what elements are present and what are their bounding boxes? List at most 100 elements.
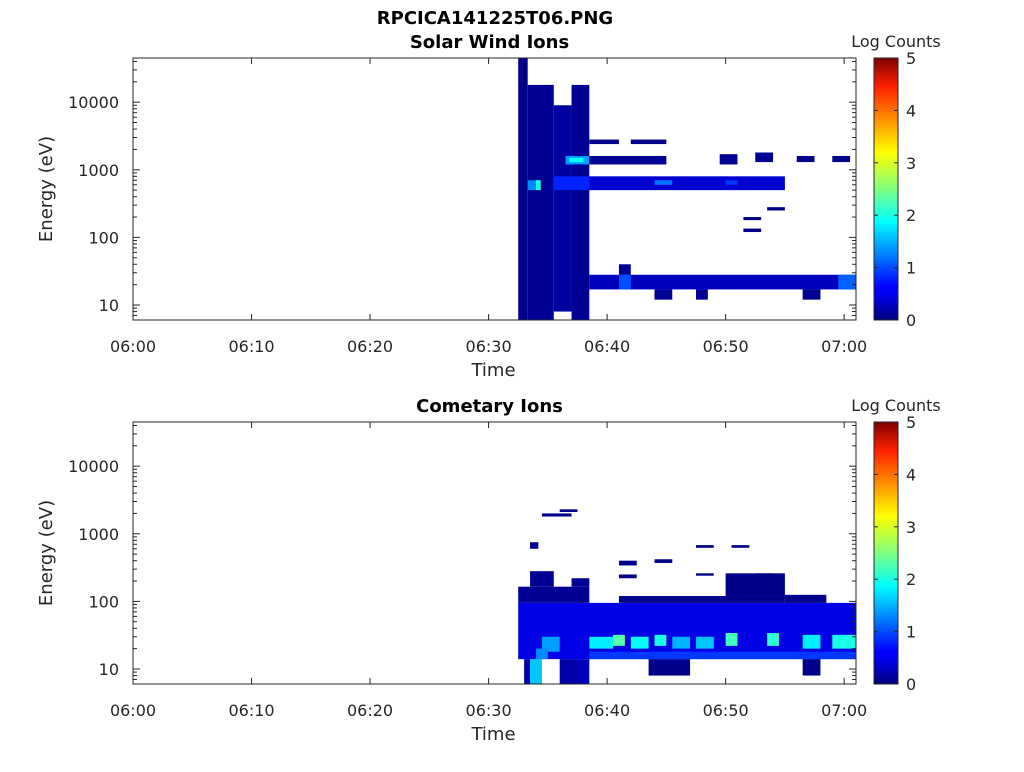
heatmap-cell-bright: [589, 636, 614, 649]
heatmap-cell-bright: [725, 180, 738, 185]
x-tick-label: 06:00: [110, 701, 156, 720]
heatmap-cell: [784, 594, 827, 603]
heatmap-cell-bright: [589, 651, 856, 660]
heatmap-cell: [695, 573, 714, 576]
heatmap-cell-bright: [535, 648, 548, 660]
heatmap-cell: [630, 139, 667, 145]
colorbar-tick-label: 0: [906, 675, 916, 694]
x-tick-label: 07:00: [821, 701, 867, 720]
x-tick-label: 06:50: [703, 701, 749, 720]
x-tick-label: 06:50: [703, 337, 749, 356]
heatmap-cell-bright: [838, 274, 856, 290]
figure-title: RPCICA141225T06.PNG: [377, 8, 613, 29]
y-tick-label: 100: [88, 592, 119, 611]
heatmap-cell: [743, 228, 762, 233]
x-axis-label: Time: [470, 724, 515, 745]
x-tick-label: 06:20: [347, 337, 393, 356]
x-tick-label: 06:40: [584, 337, 630, 356]
x-tick-label: 06:30: [466, 337, 512, 356]
y-tick-label: 1000: [78, 525, 119, 544]
heatmap-cell-bright: [541, 636, 560, 652]
heatmap-cell-bright: [569, 157, 584, 163]
heatmap-cell-bright: [672, 636, 691, 649]
heatmap-cell: [553, 176, 590, 191]
heatmap-cell-bright: [767, 633, 779, 646]
spectrogram-panel-2: Cometary Ions 06:00 06:10 06:20 06:30 06:40 06…: [36, 396, 941, 745]
colorbar-tick-label: 1: [906, 259, 916, 278]
heatmap-cell: [530, 659, 542, 684]
colorbar: [873, 421, 899, 685]
heatmap-cell-bright: [654, 634, 667, 646]
y-tick-label: 10: [99, 660, 119, 679]
heatmap-cell: [767, 207, 785, 211]
heatmap-cell-bright: [535, 180, 541, 191]
heatmap-cell: [654, 559, 673, 563]
axes-frame: [132, 57, 857, 321]
colorbar-tick-label: 3: [906, 518, 916, 537]
heatmap-cell: [802, 289, 821, 300]
heatmap-cell: [743, 217, 762, 221]
y-tick-label: 100: [88, 228, 119, 247]
heatmap-cell: [559, 659, 578, 684]
heatmap-cell: [527, 180, 539, 191]
colorbar-label: Log Counts: [851, 32, 941, 51]
heatmap-cell-bright: [725, 633, 738, 646]
x-tick-label: 06:00: [110, 337, 156, 356]
heatmap-cell: [530, 571, 554, 587]
heatmap-cell-bright: [630, 636, 649, 649]
colorbar-tick-label: 2: [906, 206, 916, 225]
heatmap-cell: [589, 139, 619, 145]
heatmap-cell: [618, 596, 785, 603]
heatmap-cell-bright: [695, 636, 714, 649]
heatmap-cell: [719, 154, 738, 165]
heatmap-cell: [755, 152, 774, 163]
heatmap-cell: [618, 560, 637, 566]
x-tick-label: 06:10: [228, 337, 274, 356]
heatmap-cell: [541, 513, 572, 517]
heatmap-cell: [577, 659, 590, 684]
axes-frame: [132, 421, 857, 685]
colorbar-label: Log Counts: [851, 396, 941, 415]
x-tick-label: 06:20: [347, 701, 393, 720]
colorbar-tick-label: 4: [906, 101, 916, 120]
heatmap-cell: [518, 58, 528, 320]
heatmap-cell: [796, 155, 815, 163]
x-tick-label: 06:30: [466, 701, 512, 720]
heatmap-cell: [527, 84, 554, 320]
heatmap-cell: [618, 264, 631, 275]
heatmap-cell: [571, 578, 590, 587]
heatmap-cell: [654, 289, 673, 300]
heatmap-cells: [518, 509, 856, 684]
y-tick-label: 1000: [78, 161, 119, 180]
heatmap-cell: [518, 586, 590, 603]
colorbar-tick-label: 1: [906, 623, 916, 642]
heatmap-cell-bright: [802, 634, 821, 649]
x-tick-label: 07:00: [821, 337, 867, 356]
heatmap-cell-bright: [618, 274, 631, 290]
heatmap-cell: [589, 176, 785, 191]
heatmap-cell-bright: [654, 180, 673, 185]
x-tick-label: 06:10: [228, 701, 274, 720]
x-axis-label: Time: [470, 360, 515, 381]
y-tick-label: 10000: [68, 93, 119, 112]
panel-title: Solar Wind Ions: [410, 32, 569, 53]
heatmap-cell: [725, 573, 785, 597]
heatmap-cell: [618, 574, 637, 579]
y-axis-label: Energy (eV): [36, 136, 57, 242]
heatmap-cell: [518, 602, 856, 660]
heatmap-cell: [731, 545, 750, 548]
y-axis-label: Energy (eV): [36, 500, 57, 606]
heatmap-cell: [530, 542, 539, 549]
colorbar-tick-label: 4: [906, 465, 916, 484]
heatmap-cell: [559, 509, 578, 512]
spectrogram-panel-1: Solar Wind Ions 06:00 06:10 06:20 06:30 06:40…: [36, 32, 941, 381]
heatmap-cell: [755, 573, 774, 576]
colorbar-tick-label: 0: [906, 311, 916, 330]
heatmap-cell: [648, 659, 691, 676]
heatmap-cells: [518, 58, 856, 320]
colorbar: [873, 57, 899, 321]
heatmap-cell: [571, 84, 590, 320]
heatmap-cell: [802, 659, 821, 676]
panel-title: Cometary Ions: [416, 396, 563, 417]
heatmap-cell: [832, 155, 851, 163]
